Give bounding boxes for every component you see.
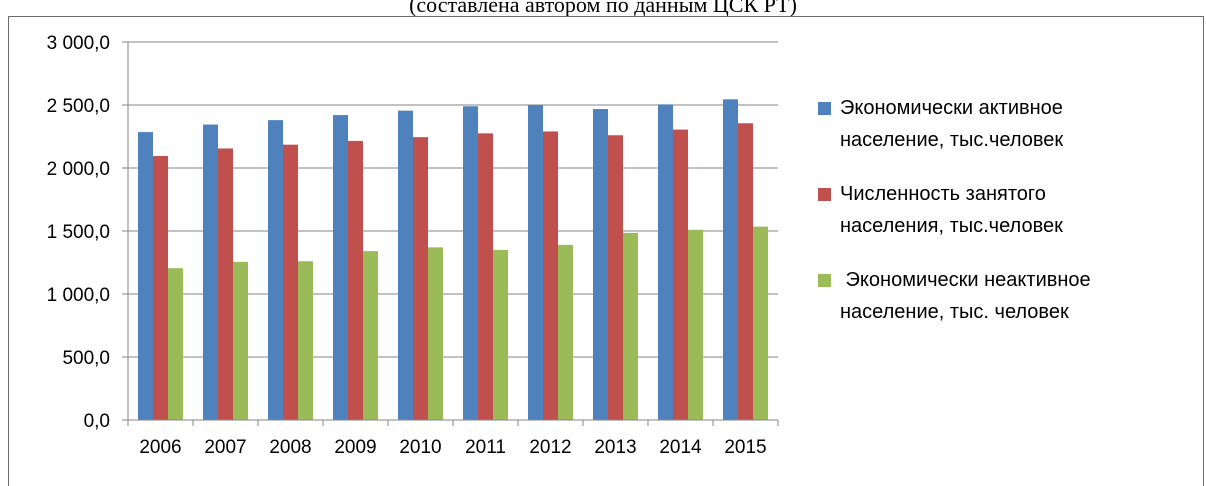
y-tick-label: 1 500,0 [47,222,110,243]
bar [753,226,768,420]
bar [348,140,363,420]
bar [363,251,378,420]
bar [658,104,673,421]
bar [428,247,443,420]
y-tick-label: 0,0 [84,411,110,432]
bar [413,137,428,420]
legend: Экономически активное население, тыс.чел… [818,92,1198,350]
legend-label-active-line1: Экономически активное [840,97,1063,119]
legend-item-employed: Численность занятого населения, тыс.чело… [818,178,1198,242]
bar [298,261,313,420]
x-tick-label: 2010 [399,437,441,458]
bar [153,156,168,420]
legend-label-inactive-line1: Экономически неактивное [840,269,1091,291]
bar [268,120,283,421]
bar [673,129,688,420]
legend-label-active-line2: население, тыс.человек [840,129,1064,151]
legend-label-inactive-line2: население, тыс. человек [840,301,1069,323]
legend-item-inactive: Экономически неактивное население, тыс. … [818,264,1198,328]
x-tick-label: 2007 [204,437,246,458]
legend-swatch-inactive [818,274,831,287]
bar [738,123,753,421]
bar [723,99,738,420]
x-tick-label: 2011 [465,437,506,458]
legend-swatch-employed [818,188,831,201]
legend-label-employed-line1: Численность занятого [840,183,1046,205]
bar [218,148,233,420]
legend-swatch-active [818,102,831,115]
chart-caption: (составлена автором по данным ЦСК РТ) [409,0,797,17]
bar [543,131,558,420]
bars [138,99,768,421]
bar [398,110,413,421]
bar [528,105,543,420]
bar [593,109,608,421]
y-tick-label: 2 000,0 [47,159,110,180]
bar [233,261,248,420]
chart-frame [8,16,1204,486]
y-tick-label: 500,0 [62,348,110,369]
bar [283,144,298,420]
bar [203,124,218,420]
x-tick-label: 2013 [594,437,636,458]
legend-label-employed-line2: населения, тыс.человек [840,215,1063,237]
bar [333,115,348,420]
legend-item-active: Экономически активное население, тыс.чел… [818,92,1198,156]
x-tick-label: 2015 [724,437,766,458]
x-tick-label: 2009 [334,437,376,458]
bar [168,268,183,420]
bar [558,244,573,420]
bar [688,229,703,420]
y-tick-label: 1 000,0 [47,285,110,306]
bar [463,106,478,420]
bar [608,135,623,421]
x-tick-label: 2008 [269,437,311,458]
y-axis-ticks: 0,0 500,0 1 000,0 1 500,0 2 000,0 2 500,0 3 00… [47,33,128,432]
y-tick-label: 3 000,0 [47,33,110,54]
bar [138,132,153,420]
x-axis-ticks: 2006 2007 2008 2009 2010 2011 2012 2013 2014 2015 [127,420,779,458]
bar [493,249,508,420]
bar [478,133,493,420]
x-tick-label: 2006 [139,437,181,458]
bar [623,232,638,420]
x-tick-label: 2012 [529,437,571,458]
x-tick-label: 2014 [659,437,702,458]
y-tick-label: 2 500,0 [47,96,110,117]
